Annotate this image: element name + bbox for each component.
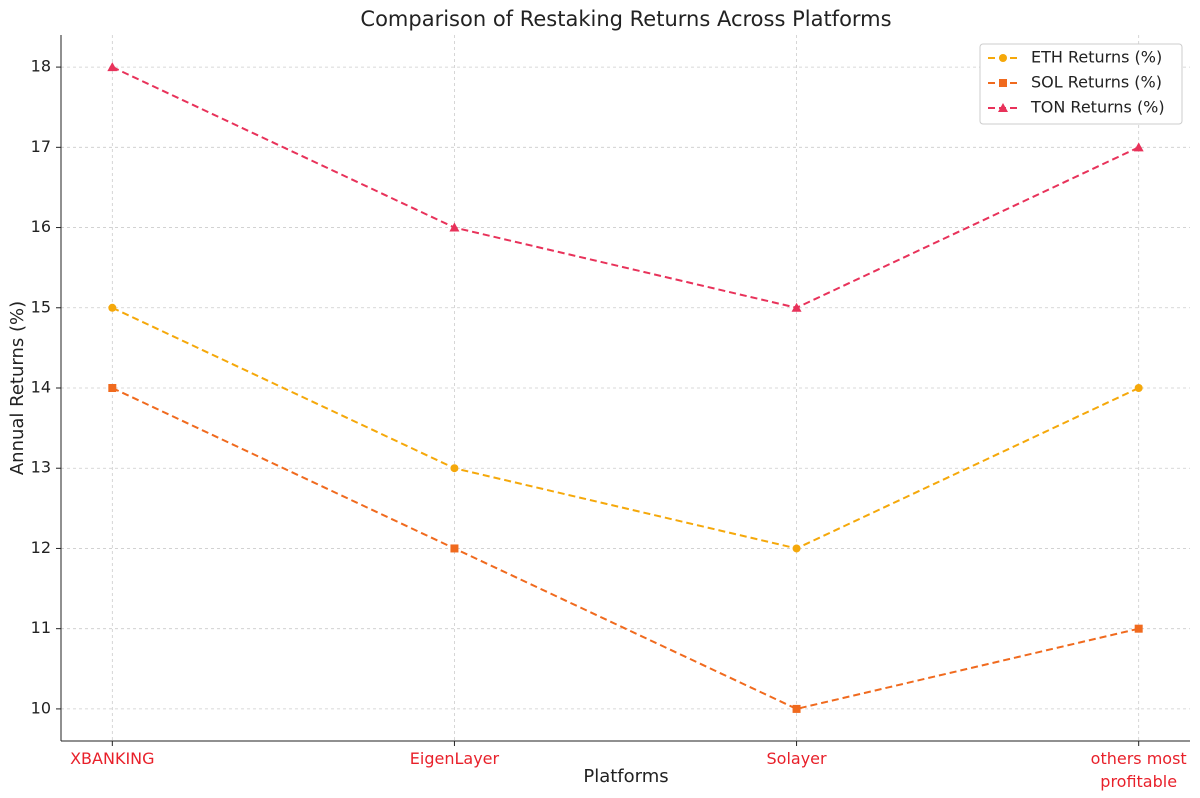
chart-title: Comparison of Restaking Returns Across P… — [360, 7, 891, 31]
y-tick-label: 13 — [31, 458, 51, 477]
point — [107, 62, 118, 72]
y-axis-title: Annual Returns (%) — [7, 301, 28, 475]
legend: ETH Returns (%) SOL Returns (%) TON Return… — [979, 43, 1183, 125]
y-tick-label: 18 — [31, 57, 51, 76]
x-axis-title: Platforms — [583, 766, 668, 787]
y-tick-label: 10 — [31, 698, 51, 717]
point — [1134, 624, 1143, 633]
legend-marker — [999, 54, 1007, 62]
series-line — [111, 387, 1139, 710]
point — [792, 544, 801, 553]
series-line — [111, 306, 1140, 550]
y-tick-label: 16 — [31, 217, 51, 236]
y-tick-label: 15 — [31, 297, 51, 316]
legend-marker — [998, 103, 1008, 112]
y-tick-label: 14 — [31, 378, 51, 397]
y-tick-label: 17 — [31, 137, 51, 156]
point — [450, 544, 459, 553]
point — [792, 704, 801, 713]
x-tick-label: EigenLayer — [389, 747, 520, 770]
legend-label: ETH Returns (%) — [1031, 48, 1162, 67]
point — [791, 302, 802, 312]
legend-frame — [979, 43, 1183, 125]
series-line — [111, 66, 1140, 309]
point — [449, 222, 460, 232]
point — [108, 384, 117, 392]
point — [108, 303, 117, 312]
y-tick-label: 12 — [31, 538, 51, 557]
point — [450, 464, 459, 473]
legend-label: SOL Returns (%) — [1031, 73, 1162, 92]
x-tick-label: others most profitable — [1073, 747, 1200, 793]
x-tick-label: XBANKING — [47, 747, 178, 770]
point — [1134, 384, 1143, 392]
legend-marker — [999, 79, 1007, 87]
point — [1133, 142, 1144, 152]
y-tick-label: 11 — [31, 618, 51, 637]
x-tick-label: Solayer — [731, 747, 862, 770]
legend-label: TON Returns (%) — [1030, 98, 1165, 117]
